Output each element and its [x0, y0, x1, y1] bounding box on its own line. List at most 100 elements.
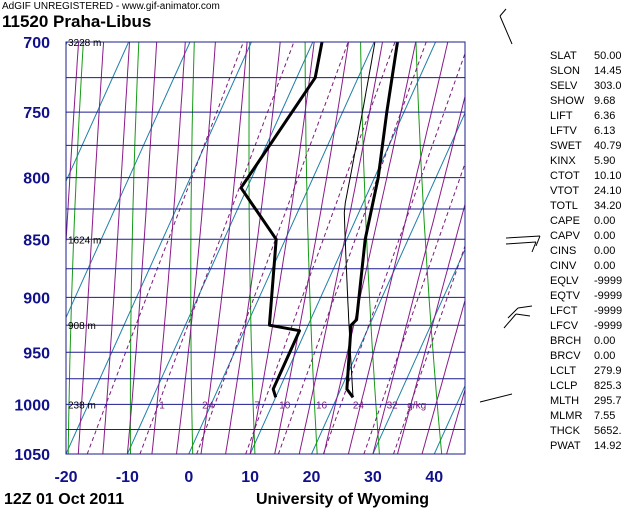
- barb-850b-icon: [505, 241, 537, 253]
- index-value: 303.0: [594, 80, 622, 92]
- index-value: 50.00: [594, 50, 622, 62]
- pressure-tick-label: 700: [23, 35, 50, 52]
- index-value: 0.00: [594, 335, 616, 347]
- index-row: CAPE 0.00: [550, 214, 635, 229]
- index-key: CTOT: [550, 170, 580, 182]
- pressure-grid-lines: [66, 77, 465, 431]
- barb-925a-icon: [507, 305, 533, 319]
- index-row: SLON 14.45: [550, 64, 635, 79]
- index-key: BRCH: [550, 335, 582, 347]
- moist-adiabat: [298, 42, 383, 454]
- mixing-ratio-label: 16: [316, 400, 328, 411]
- index-row: BRCH 0.00: [550, 334, 635, 349]
- index-key: SWET: [550, 140, 582, 152]
- pressure-tick-label: 1050: [14, 447, 50, 464]
- index-key: SLON: [550, 65, 580, 77]
- moist-adiabat: [421, 298, 465, 454]
- pressure-tick-label: 950: [23, 345, 50, 362]
- index-row: LFCT -9999: [550, 304, 635, 319]
- moist-adiabat: [102, 42, 130, 454]
- index-value: 34.20: [594, 200, 622, 212]
- dry-adiabat: [248, 42, 256, 454]
- index-row: PWAT 14.92: [550, 439, 635, 454]
- index-value: 14.92: [594, 440, 622, 452]
- moist-adiabat: [323, 42, 417, 454]
- index-value: 14.45: [594, 65, 622, 77]
- index-row: CINV 0.00: [550, 259, 635, 274]
- mixing-ratio-label: g/kg: [407, 400, 426, 411]
- index-row: THCK 5652.: [550, 424, 635, 439]
- index-row: EQTV -9999: [550, 289, 635, 304]
- index-key: LFTV: [550, 125, 577, 137]
- barb-1000-icon: [479, 393, 513, 403]
- index-value: -9999: [594, 290, 623, 302]
- dry-adiabat: [415, 42, 443, 454]
- temperature-tick-label: 10: [241, 469, 259, 486]
- index-key: EQTV: [550, 290, 580, 302]
- index-key: LCLP: [550, 380, 578, 392]
- index-key: KINX: [550, 155, 576, 167]
- pressure-tick-label: 750: [23, 105, 50, 122]
- profile-line-1: [345, 42, 399, 399]
- plot-frame: [65, 41, 466, 455]
- moist-adiabat: [397, 202, 465, 454]
- pressure-tick-label: 900: [23, 290, 50, 307]
- index-value: 0.00: [594, 245, 616, 257]
- temperature-tick-labels: -20 -10 0 10 20 30 40: [54, 469, 443, 486]
- index-key: BRCV: [550, 350, 581, 362]
- index-value: 0.00: [594, 230, 616, 242]
- dry-adiabat: [190, 42, 195, 454]
- index-value: 7.55: [594, 410, 616, 422]
- dry-adiabat: [472, 42, 504, 454]
- temperature-tick-label: 30: [364, 469, 382, 486]
- moist-adiabat-lines: [66, 42, 465, 454]
- dry-adiabat: [129, 42, 140, 454]
- mixing-ratio-line: [245, 42, 396, 454]
- isotherm-line: [66, 42, 130, 183]
- index-row: LFTV 6.13: [550, 124, 635, 139]
- temperature-tick-label: 0: [184, 469, 193, 486]
- index-key: SHOW: [550, 95, 585, 107]
- index-value: 6.13: [594, 125, 616, 137]
- observation-time: 12Z 01 Oct 2011: [4, 491, 125, 508]
- mixing-ratio-labels: 1 2 4 7 10 16 24 32 g/kg: [159, 400, 426, 411]
- index-key: EQLV: [550, 275, 579, 287]
- index-row: CINS 0.00: [550, 244, 635, 259]
- height-labels: 3228 m 1624 m 908 m 238 m: [68, 38, 101, 411]
- isotherm-line: [188, 42, 375, 454]
- data-source: University of Wyoming: [256, 491, 430, 508]
- barb-925b-icon: [503, 313, 531, 329]
- dry-adiabat: [67, 42, 84, 454]
- index-value: 295.7: [594, 395, 622, 407]
- barb-top-icon: [499, 8, 513, 45]
- index-key: SLAT: [550, 50, 577, 62]
- index-key: LFCT: [550, 305, 578, 317]
- index-value: 0.00: [594, 350, 616, 362]
- mixing-ratio-label: 24: [353, 400, 365, 411]
- banner-text: AdGIF UNREGISTERED - www.gif-animator.co…: [2, 1, 220, 12]
- mixing-ratio-label: 7: [254, 400, 260, 411]
- isotherm-line: [66, 42, 252, 454]
- index-row: SWET 40.79: [550, 139, 635, 154]
- profile-line-2: [239, 42, 324, 398]
- index-row: LCLP 825.3: [550, 379, 635, 394]
- index-row: TOTL 34.20: [550, 199, 635, 214]
- index-value: -9999: [594, 305, 623, 317]
- isotherm-line: [126, 42, 314, 454]
- index-key: CINV: [550, 260, 577, 272]
- mixing-ratio-label: 4: [208, 400, 214, 411]
- index-key: LIFT: [550, 110, 573, 122]
- station-title: 11520 Praha-Libus: [2, 12, 152, 31]
- height-label: 1624 m: [68, 235, 101, 246]
- index-value: 825.3: [594, 380, 622, 392]
- mixing-ratio-label: 1: [159, 400, 165, 411]
- mixing-ratio-label: 10: [279, 400, 291, 411]
- barb-850a-icon: [505, 235, 541, 247]
- height-label: 238 m: [68, 400, 96, 411]
- index-row: MLTH 295.7: [550, 394, 635, 409]
- index-row: CTOT 10.10: [550, 169, 635, 184]
- index-key: CINS: [550, 245, 577, 257]
- index-row: EQLV -9999: [550, 274, 635, 289]
- index-value: 279.9: [594, 365, 622, 377]
